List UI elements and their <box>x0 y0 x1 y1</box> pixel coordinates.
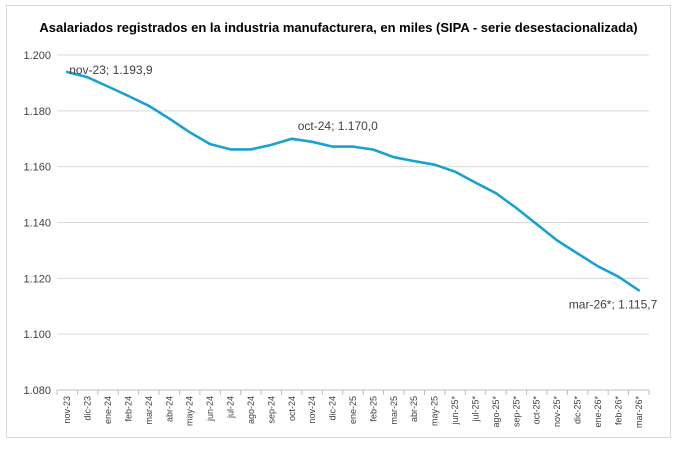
x-tick-label: sep-25* <box>511 396 521 428</box>
x-tick-label: nov-23 <box>62 396 72 424</box>
y-tick-label: 1.140 <box>23 218 51 230</box>
x-tick-label: may-24 <box>185 396 195 426</box>
x-tick-label: ene-26* <box>593 396 603 428</box>
y-axis: 1.080 1.100 1.120 1.140 1.160 1.180 1.200 <box>23 50 51 397</box>
x-tick-label: jun-25* <box>450 396 460 426</box>
x-tick-label: sep-24 <box>266 396 276 424</box>
x-tick-label: feb-24 <box>123 396 133 422</box>
x-tick-label: dic-25* <box>573 396 583 425</box>
y-tick-label: 1.120 <box>23 273 51 285</box>
y-tick-label: 1.180 <box>23 106 51 118</box>
x-tick-label: abr-24 <box>164 396 174 422</box>
chart-title: Asalariados registrados en la industria … <box>39 20 638 35</box>
x-tick-label: abr-25 <box>409 396 419 422</box>
data-label: nov-23; 1.193,9 <box>69 63 153 77</box>
x-tick-label: ago-24 <box>246 396 256 424</box>
series-line <box>65 70 641 292</box>
x-tick-label: nov-24 <box>307 396 317 424</box>
x-tick-label: dic-23 <box>83 396 93 421</box>
x-tick-label: mar-24 <box>144 396 154 425</box>
x-tick-label: jul-25* <box>470 396 480 423</box>
x-tick-label: feb-26* <box>613 396 623 426</box>
x-tick-label: oct-24 <box>287 396 297 421</box>
x-axis: nov-23 dic-23 ene-24 feb-24 mar-24 abr-24 may-… <box>56 389 650 429</box>
y-tick-label: 1.100 <box>23 329 51 341</box>
chart-frame: Asalariados registrados en la industria … <box>6 5 671 438</box>
x-tick-label: jun-24 <box>205 396 215 422</box>
x-tick-label: oct-25* <box>532 396 542 425</box>
line-chart: 1.080 1.100 1.120 1.140 1.160 1.180 1.200 nov-… <box>23 50 657 429</box>
x-tick-label: feb-25 <box>368 396 378 422</box>
x-tick-label: ene-24 <box>103 396 113 424</box>
data-label: oct-24; 1.170,0 <box>298 119 378 133</box>
x-tick-label: nov-25* <box>552 396 562 428</box>
x-tick-label: mar-25 <box>389 396 399 425</box>
x-tick-label: mar-26* <box>634 396 644 429</box>
x-tick-label: jul-24 <box>226 396 236 419</box>
y-tick-label: 1.080 <box>23 385 51 397</box>
x-tick-label: may-25 <box>430 396 440 426</box>
y-tick-label: 1.160 <box>23 162 51 174</box>
data-label: mar-26*; 1.115,7 <box>569 297 658 311</box>
data-labels: nov-23; 1.193,9 oct-24; 1.170,0 mar-26*; 1… <box>69 63 657 311</box>
series-layer <box>65 70 641 292</box>
x-tick-label: dic-24 <box>328 396 338 421</box>
y-tick-label: 1.200 <box>23 50 51 62</box>
x-tick-label: ago-25* <box>491 396 501 428</box>
x-tick-label: ene-25 <box>348 396 358 424</box>
